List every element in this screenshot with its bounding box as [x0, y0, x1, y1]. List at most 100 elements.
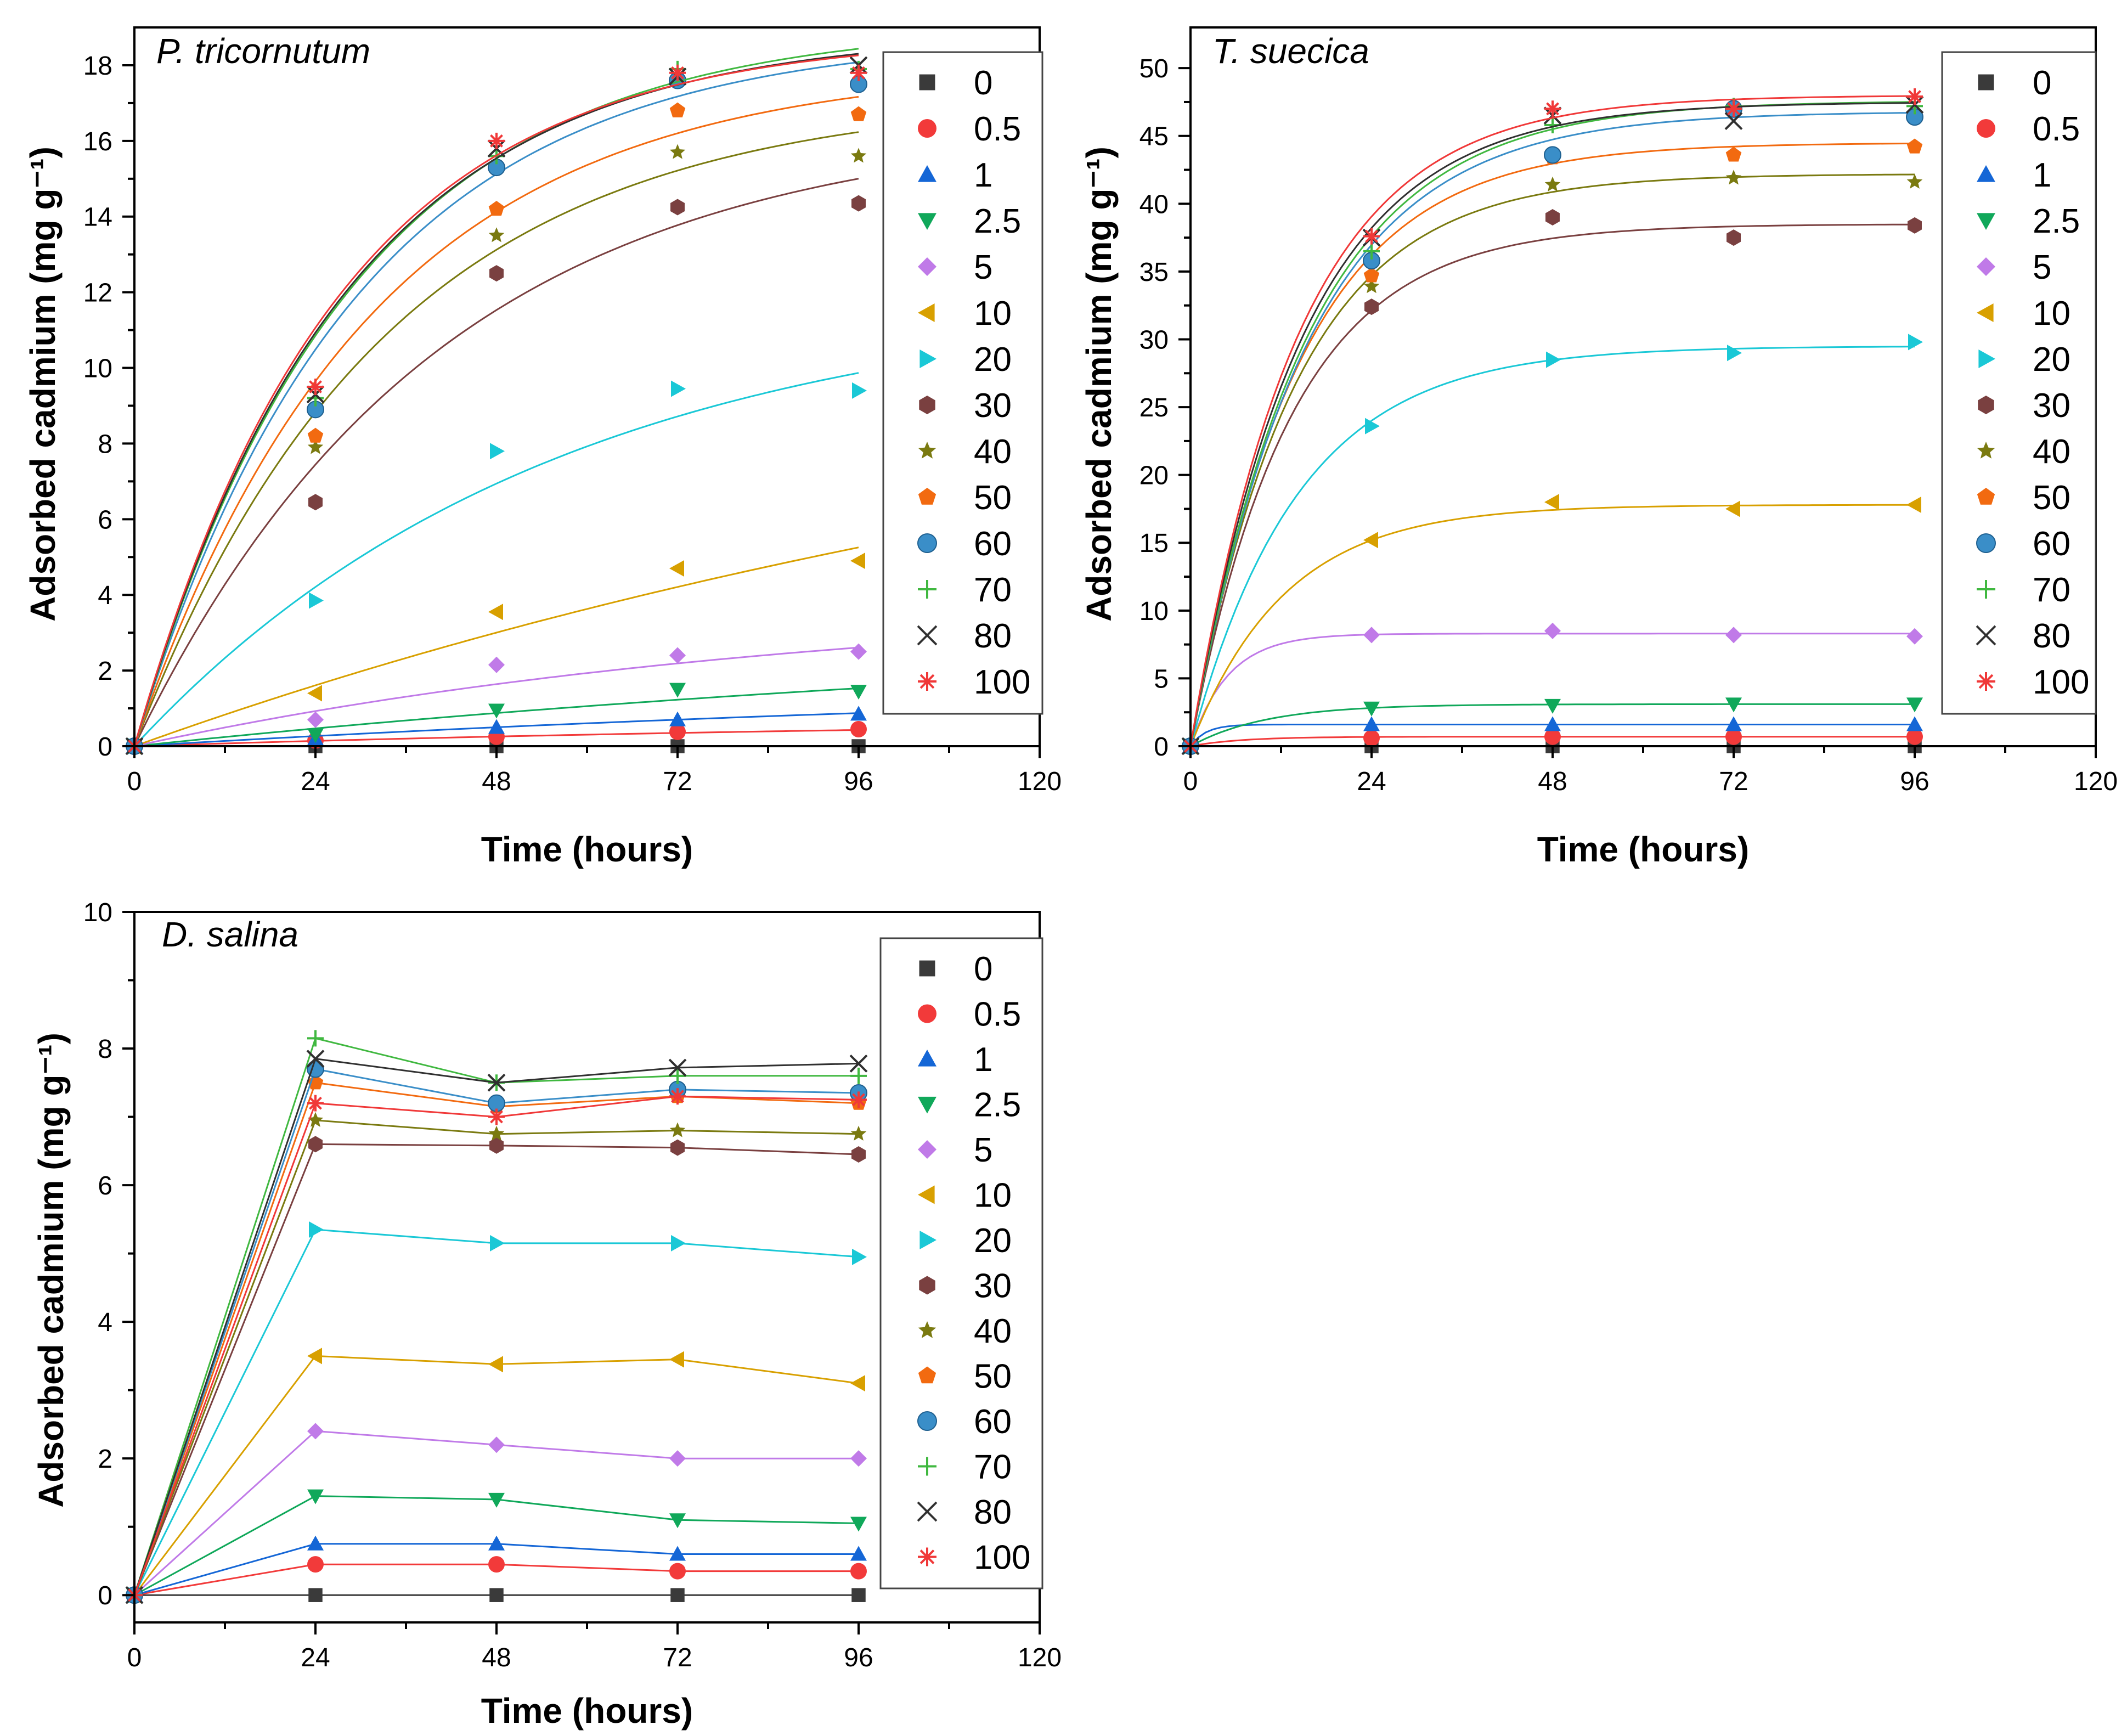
data-point [488, 227, 505, 243]
data-point [1363, 243, 1380, 260]
series-5 [126, 1423, 867, 1604]
data-point [488, 719, 505, 734]
data-point [309, 592, 324, 609]
data-point [1544, 698, 1561, 714]
legend-label: 40 [2033, 433, 2070, 471]
legend-marker [1978, 74, 1994, 91]
legend-label: 30 [2033, 387, 2070, 425]
data-point [487, 1073, 506, 1092]
legend-label: 80 [974, 1493, 1012, 1531]
data-point [851, 195, 866, 212]
data-point [488, 1556, 505, 1573]
x-tick-label: 120 [1018, 767, 1062, 796]
data-point [850, 1091, 867, 1108]
legend-marker [1977, 672, 1995, 691]
data-point [1363, 716, 1380, 731]
legend-marker [918, 303, 935, 322]
data-point [307, 1095, 324, 1112]
data-point [488, 1492, 505, 1508]
legend-marker [1977, 165, 1995, 182]
legend-marker [919, 396, 935, 414]
legend-marker [919, 1276, 935, 1295]
series-30 [1183, 209, 1922, 754]
data-point [1363, 730, 1380, 747]
data-point [669, 144, 686, 159]
data-point [488, 1356, 503, 1373]
legend-label: 0 [974, 64, 992, 102]
x-axis-label: Time (hours) [1537, 830, 1749, 869]
y-tick-label: 30 [1139, 325, 1169, 354]
legend-label: 0 [2033, 64, 2051, 102]
data-point [307, 379, 324, 395]
x-tick-label: 24 [301, 1643, 330, 1672]
legend-marker [918, 1366, 936, 1384]
legend-label: 0.5 [974, 110, 1021, 148]
legend-marker [918, 1185, 935, 1204]
data-point [852, 1248, 867, 1265]
data-point [1908, 334, 1923, 351]
data-point [1363, 701, 1380, 717]
data-point [1725, 500, 1740, 517]
series-line [1189, 223, 1915, 747]
legend-marker [1977, 303, 1994, 322]
data-point [671, 380, 686, 397]
series-line [133, 1119, 859, 1596]
plot-area-t-suecica [1181, 88, 1924, 756]
data-point [851, 1146, 866, 1163]
y-tick-label: 12 [83, 279, 112, 308]
data-point [669, 102, 686, 117]
legend-marker [918, 165, 936, 182]
data-point [1544, 716, 1561, 731]
x-tick-label: 48 [482, 767, 511, 796]
data-point [1363, 267, 1380, 283]
legend-label: 100 [974, 1539, 1030, 1577]
y-tick-label: 6 [98, 505, 112, 534]
data-point [1906, 697, 1923, 713]
legend-marker [1977, 488, 1995, 505]
data-point [307, 685, 322, 702]
legend-label: 2.5 [974, 1086, 1021, 1124]
legend-box [1941, 51, 2097, 715]
legend-label: 20 [974, 341, 1012, 379]
panel-title: D. salina [162, 915, 298, 954]
data-point [1908, 217, 1922, 234]
data-point [669, 1351, 684, 1368]
x-axis-label: Time (hours) [481, 830, 693, 869]
data-point [671, 1235, 686, 1252]
data-point [488, 1535, 505, 1551]
data-point [1725, 697, 1742, 713]
x-tick-label: 120 [2074, 767, 2118, 796]
legend-box [879, 937, 1043, 1590]
legend-label: 100 [2033, 663, 2089, 701]
legend-label: 5 [974, 249, 992, 286]
data-point [669, 1546, 686, 1561]
legend-label: 70 [2033, 571, 2070, 609]
series-40 [126, 1112, 867, 1602]
series-80 [1181, 95, 1924, 756]
data-point [307, 1535, 324, 1551]
x-tick-label: 24 [301, 767, 330, 796]
data-point [488, 604, 503, 621]
legend-marker [918, 1004, 936, 1023]
legend-marker [1976, 625, 1996, 646]
y-tick-label: 14 [83, 203, 112, 232]
y-tick-label: 20 [1139, 461, 1169, 491]
data-point [488, 200, 505, 216]
data-point [1725, 716, 1742, 731]
y-tick-label: 6 [98, 1171, 112, 1200]
data-point [1906, 497, 1921, 514]
legend-marker [919, 350, 936, 368]
data-point [850, 685, 867, 700]
data-point [670, 1139, 685, 1156]
y-axis-label: Adsorbed cadmium (mg g⁻¹) [31, 1033, 71, 1508]
y-tick-label: 0 [1154, 732, 1169, 762]
legend-marker [918, 1050, 936, 1067]
data-point [850, 148, 867, 163]
y-tick-label: 8 [98, 1035, 112, 1064]
